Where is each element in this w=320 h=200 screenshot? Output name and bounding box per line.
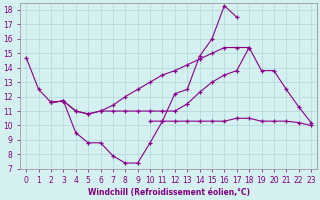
- X-axis label: Windchill (Refroidissement éolien,°C): Windchill (Refroidissement éolien,°C): [88, 188, 250, 197]
